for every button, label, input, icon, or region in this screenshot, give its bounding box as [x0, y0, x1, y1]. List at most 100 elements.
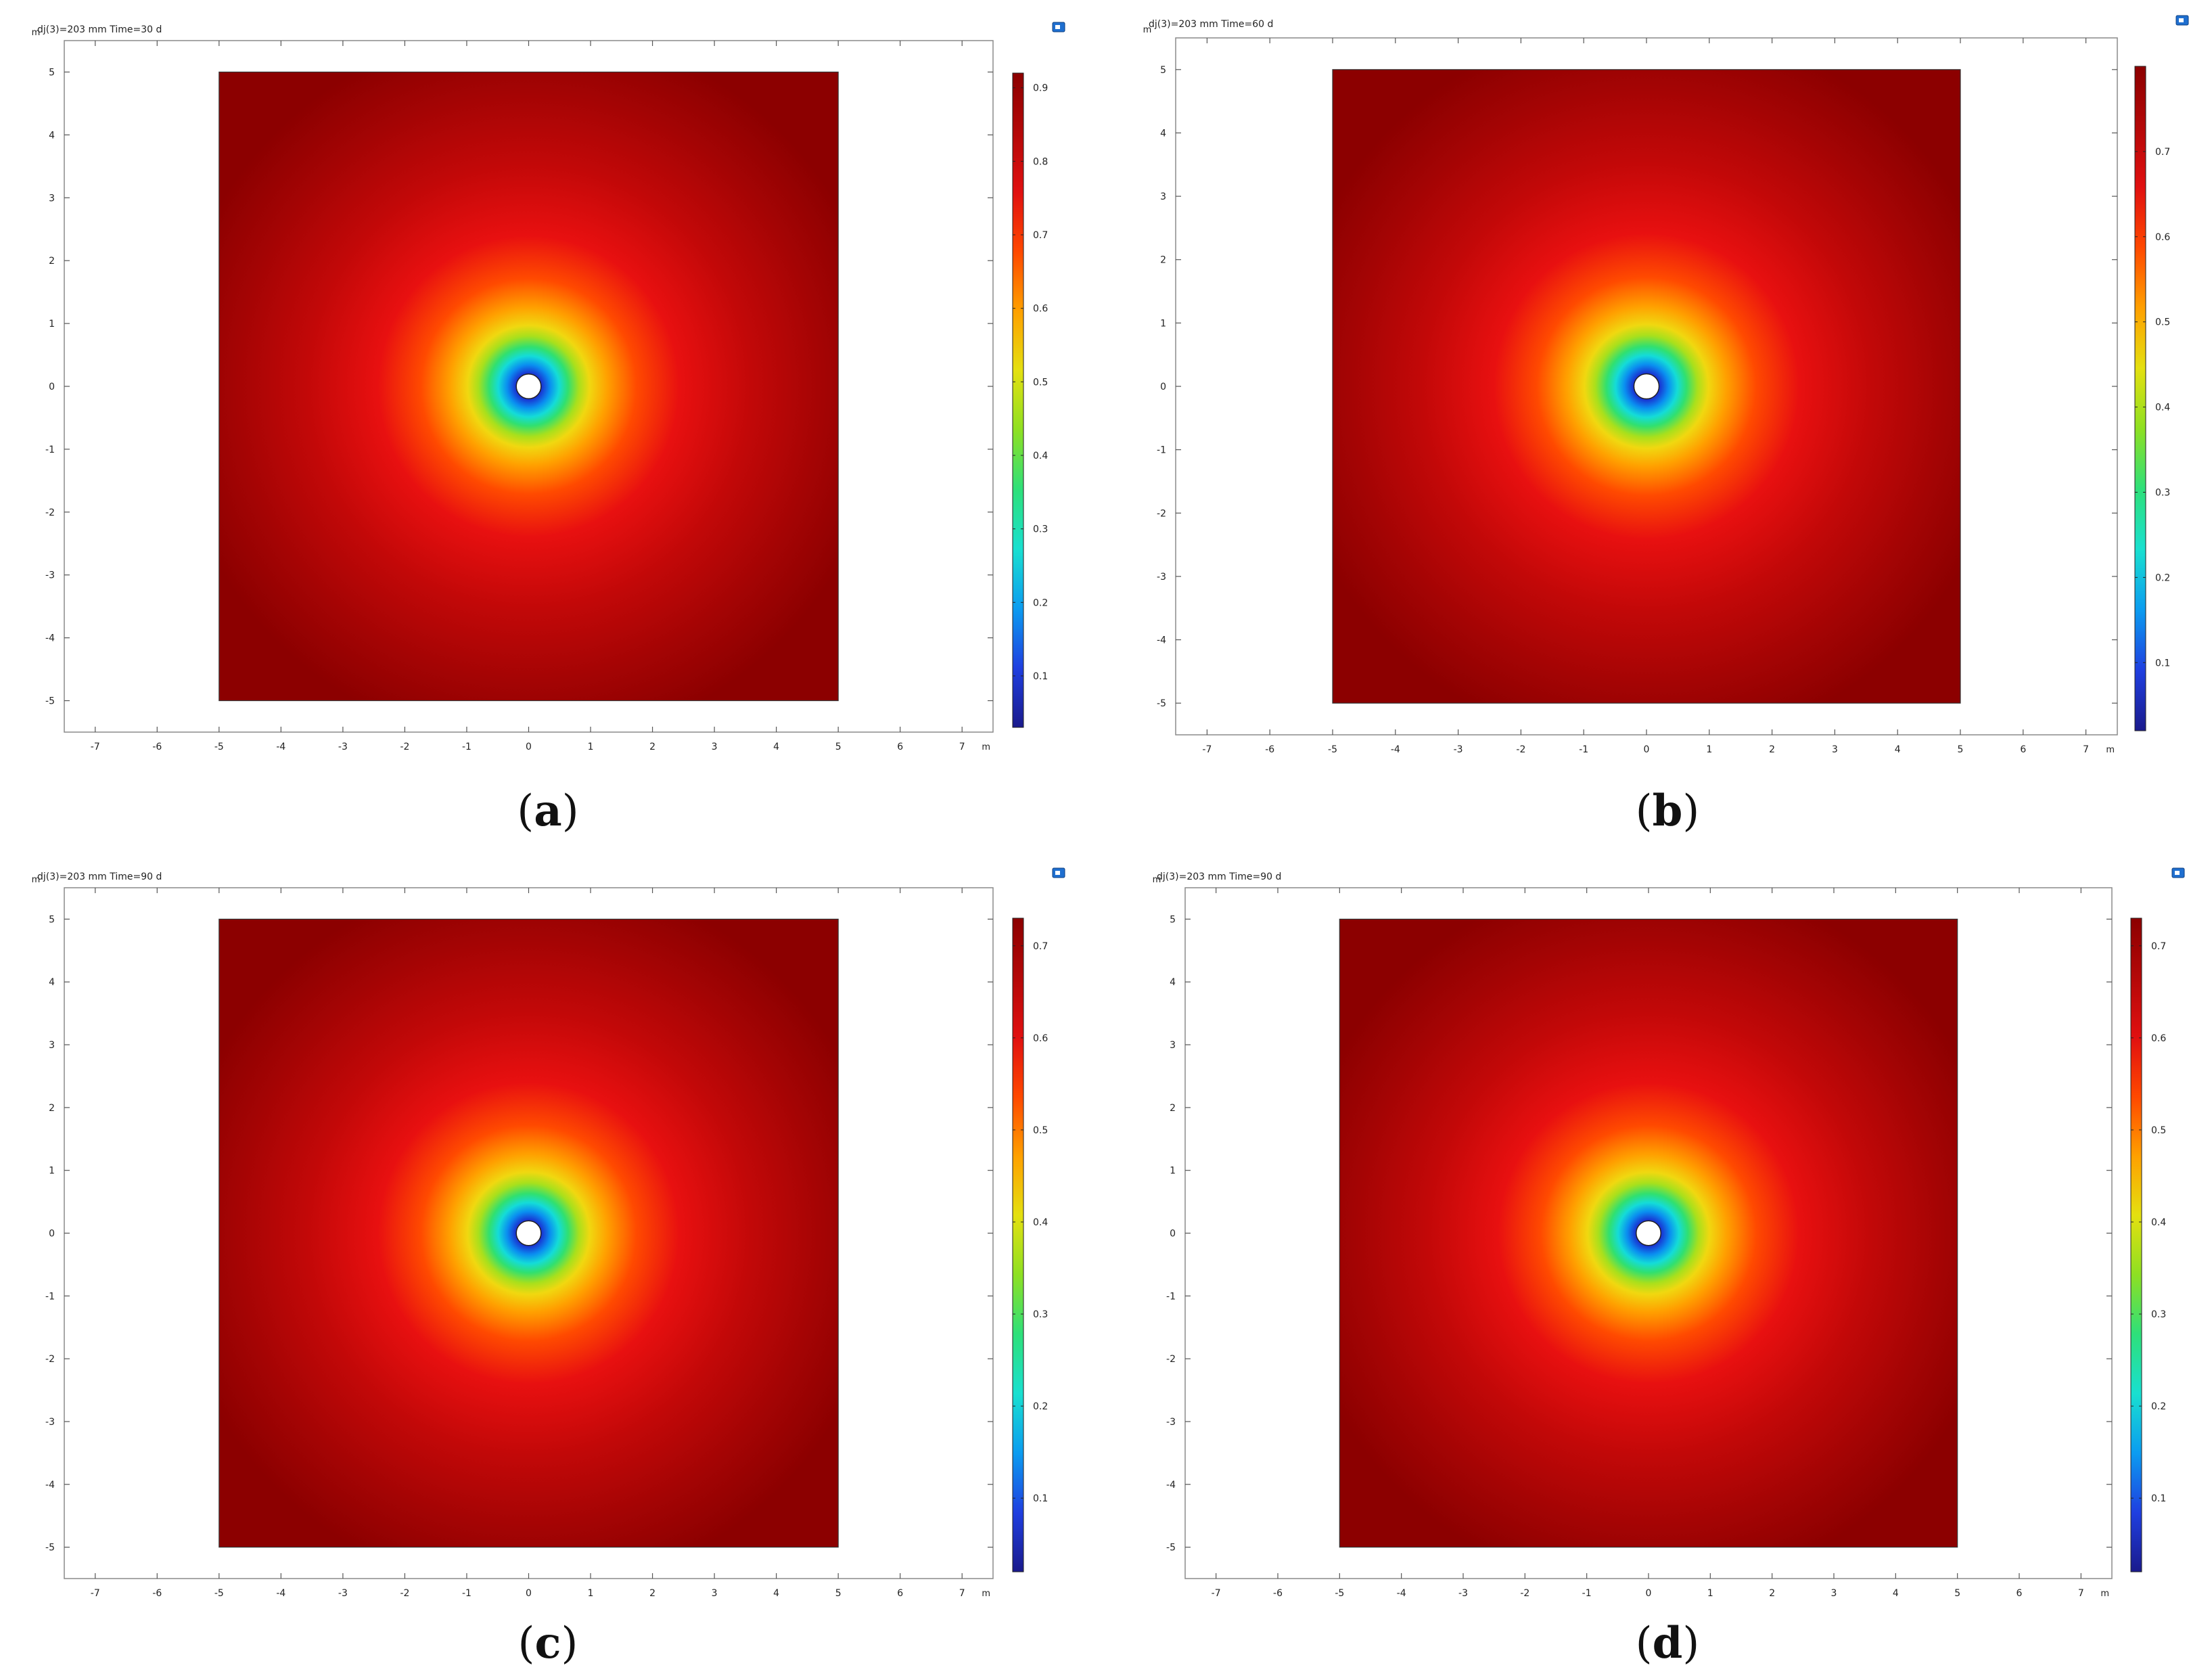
x-tick-label: 1	[588, 742, 594, 752]
colorbar-tick-label: 0.2	[1033, 1401, 1048, 1412]
x-tick-label: 1	[588, 1588, 594, 1599]
colorbar-tick-label: 0.7	[1033, 230, 1048, 241]
y-tick-label: -2	[1157, 508, 1166, 519]
y-tick-label: 2	[49, 256, 55, 267]
x-tick-label: 6	[897, 742, 903, 752]
x-unit-label: m	[2100, 1589, 2109, 1599]
y-tick-label: 1	[1170, 1166, 1176, 1177]
x-tick-label: -7	[1212, 1588, 1221, 1599]
y-unit-label: m	[1153, 875, 1161, 885]
x-tick-label: 1	[1706, 744, 1712, 755]
x-tick-label: 5	[835, 742, 842, 752]
x-tick-label: 3	[712, 1588, 718, 1599]
field-domain	[218, 71, 839, 702]
x-tick-label: -1	[1582, 1588, 1592, 1599]
x-tick-label: -3	[1454, 744, 1463, 755]
x-tick-label: -4	[276, 1588, 285, 1599]
y-tick-label: 0	[49, 1229, 55, 1240]
colorbar	[2134, 66, 2146, 731]
x-tick-label: -5	[1328, 744, 1337, 755]
y-tick-label: 2	[1160, 255, 1166, 266]
x-tick-label: -2	[1516, 744, 1525, 755]
colorbar-tick-label: 0.6	[1033, 1033, 1048, 1044]
y-tick-label: 1	[49, 319, 55, 330]
panel-caption: (d)	[1636, 1618, 1700, 1669]
y-tick-label: 0	[49, 382, 55, 392]
y-tick-label: 5	[1160, 65, 1166, 76]
x-tick-label: 5	[1958, 744, 1964, 755]
y-tick-label: 1	[1160, 318, 1166, 329]
colorbar-tick-label: 0.6	[2155, 232, 2170, 243]
y-tick-label: 4	[49, 130, 55, 141]
colorbar-tick-label: 0.7	[1033, 941, 1048, 952]
colorbar-tick-label: 0.7	[2155, 147, 2170, 158]
export-image-icon[interactable]	[1052, 867, 1065, 878]
x-tick-label: -5	[1335, 1588, 1344, 1599]
y-tick-label: -3	[1157, 572, 1166, 583]
export-image-icon[interactable]	[1052, 22, 1065, 32]
x-tick-label: -5	[214, 1588, 224, 1599]
y-tick-label: -3	[45, 570, 55, 581]
x-tick-label: 4	[773, 742, 779, 752]
x-tick-label: 7	[959, 742, 965, 752]
colorbar-tick-label: 0.4	[2151, 1217, 2166, 1228]
y-tick-label: 5	[49, 914, 55, 925]
y-tick-label: -3	[1166, 1417, 1176, 1428]
y-tick-label: -1	[45, 1291, 55, 1302]
x-unit-label: m	[982, 1589, 990, 1599]
x-tick-label: -1	[462, 742, 471, 752]
y-unit-label: m	[32, 28, 41, 38]
colorbar-tick-label: 0.5	[2155, 317, 2170, 328]
panel-caption-letter: b	[1653, 786, 1683, 836]
y-tick-label: 4	[49, 977, 55, 988]
colorbar-tick-label: 0.9	[1033, 83, 1048, 94]
y-tick-label: 3	[49, 193, 55, 204]
export-image-icon[interactable]	[2175, 15, 2189, 26]
x-tick-label: -6	[1273, 1588, 1283, 1599]
colorbar-tick-label: 0.6	[2151, 1033, 2166, 1044]
colorbar-tick-label: 0.5	[2151, 1125, 2166, 1136]
export-image-icon[interactable]	[2171, 867, 2185, 878]
colorbar-tick-label: 0.5	[1033, 1125, 1048, 1136]
panel-d: -7 -6 -5 -4 -3 -2 -1 0 1 2 3 4 5 6 7 m -5 -4 -3 -2 -1 0 1 2 3 4 5 m…	[1153, 867, 2185, 1669]
x-tick-label: 4	[1895, 744, 1901, 755]
colorbar-tick-label: 0.3	[1033, 1309, 1048, 1320]
y-tick-label: 3	[1160, 191, 1166, 202]
x-tick-label: 0	[1646, 1588, 1652, 1599]
y-unit-label: m	[32, 875, 41, 885]
y-tick-label: -1	[45, 445, 55, 455]
y-unit-label: m	[1143, 25, 1152, 35]
y-tick-label: 2	[1170, 1103, 1176, 1114]
colorbar-tick-label: 0.1	[1033, 1493, 1048, 1504]
colorbar-tick-label: 0.4	[2155, 403, 2170, 413]
plot-title: dj(3)=203 mm Time=30 d	[37, 24, 162, 35]
y-tick-label: 3	[49, 1040, 55, 1051]
colorbar-tick-label: 0.1	[1033, 671, 1048, 682]
x-tick-label: 4	[773, 1588, 779, 1599]
colorbar-tick-label: 0.3	[1033, 524, 1048, 535]
panel-caption: (b)	[1636, 786, 1700, 836]
colorbar-tick-label: 0.1	[2151, 1493, 2166, 1504]
colorbar-tick-label: 0.2	[2155, 572, 2170, 583]
colorbar-tick-label: 0.4	[1033, 1217, 1048, 1228]
x-tick-label: -4	[1397, 1588, 1406, 1599]
x-tick-label: -3	[1458, 1588, 1468, 1599]
x-unit-label: m	[2106, 745, 2115, 755]
y-tick-label: -5	[1166, 1543, 1176, 1554]
x-tick-label: 3	[712, 742, 718, 752]
x-tick-label: -6	[152, 742, 162, 752]
x-tick-label: -3	[338, 742, 348, 752]
y-tick-label: -4	[1157, 635, 1166, 646]
y-tick-label: -4	[45, 633, 55, 644]
colorbar-tick-label: 0.3	[2155, 487, 2170, 498]
colorbar	[1012, 72, 1024, 728]
plot-title: dj(3)=203 mm Time=60 d	[1149, 19, 1273, 30]
y-tick-label: -1	[1166, 1291, 1176, 1302]
x-tick-label: -2	[400, 742, 409, 752]
colorbar-tick-label: 0.7	[2151, 941, 2166, 952]
x-tick-label: 3	[1831, 1588, 1837, 1599]
y-tick-label: -5	[45, 1543, 55, 1554]
y-tick-label: 2	[49, 1103, 55, 1114]
colorbar	[2130, 918, 2142, 1572]
